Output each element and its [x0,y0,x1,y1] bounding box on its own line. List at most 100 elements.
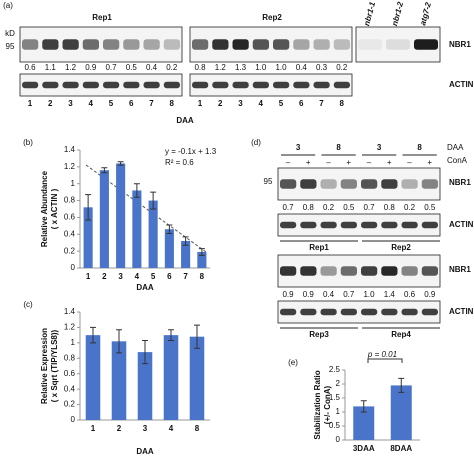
band [421,179,438,189]
band [192,81,209,89]
ratio-label: 0.7 [343,290,355,299]
error-bar [117,161,124,166]
band [361,308,378,316]
y-tick-label: 1.2 [64,162,76,171]
y-tick-label: 1.2 [64,323,76,332]
band [163,39,180,50]
band [280,179,297,189]
band [252,81,269,89]
lane-label: 2 [218,99,223,108]
error-bar [198,248,205,256]
bar [116,163,126,268]
x-axis-label: DAA [136,447,154,456]
band [340,266,357,276]
error-bar [85,194,92,221]
y-tick-label: 1 [71,338,76,347]
lane-label: 5 [109,99,114,108]
panel-label: (a) [3,1,13,10]
kd-label: kD [5,29,15,38]
panel-label: (d) [251,138,261,147]
band [340,221,357,229]
x-tick-label: 3 [118,272,123,281]
band [212,81,229,89]
cona-sign: – [286,158,291,167]
cona-label: ConA [447,156,468,165]
ratio-label: 0.5 [126,63,138,72]
band [143,39,160,50]
panel-label: (b) [23,138,33,147]
error-bar [168,329,174,342]
bar [390,385,412,440]
lane-label: 4 [89,99,94,108]
lane-label: 7 [319,99,324,108]
ratio-label: 0.4 [323,290,335,299]
rep-label: Rep3 [309,330,329,339]
error-bar [101,167,108,174]
band [82,81,99,89]
y-axis-label: Relative Expression [40,328,49,404]
ratio-label: 0.9 [282,290,294,299]
y-tick-label: 0.6 [64,213,76,222]
y-tick-label: 0.8 [64,353,76,362]
ratio-label: 0.5 [343,203,355,212]
loading-label: ACTIN [449,307,474,316]
protein-label: NBR1 [449,178,471,187]
actin-blot [19,73,183,97]
band [421,221,438,229]
lane-label: 3 [68,99,73,108]
y-tick-label: 1.4 [64,145,76,154]
band [252,39,269,50]
y-axis-label: Relative Abundance [40,170,49,247]
band [82,39,99,50]
ratio-label: 0.7 [105,63,117,72]
y-tick-label: 0.5 [329,421,341,430]
ratio-label: 1.1 [45,63,57,72]
band [300,221,317,229]
ratio-label: 0.7 [363,203,375,212]
band [273,81,290,89]
equation: R² = 0.6 [165,158,194,167]
error-bar [133,183,140,198]
y-tick-label: 2.5 [329,365,341,374]
ratio-label: 1.2 [215,63,227,72]
marker-label: 95 [6,42,15,51]
error-bar [182,236,189,246]
band [62,81,79,89]
rep-label: Rep1 [92,13,112,22]
y-tick-label: 0.2 [64,246,76,255]
y-tick-label: 0.4 [64,384,76,393]
daa-value: 3 [296,143,301,152]
band [123,39,140,50]
error-bar [166,224,173,234]
band [42,39,59,50]
x-tick-label: 4 [135,272,140,281]
band [313,81,330,89]
cona-sign: + [387,158,392,167]
ratio-label: 0.3 [316,63,328,72]
ratio-label: 1.0 [255,63,267,72]
band [103,39,120,50]
x-tick-label: 5 [151,272,156,281]
rep-label: Rep2 [391,243,411,252]
band [414,39,438,50]
y-tick-label: 1 [336,407,341,416]
lane-label: 6 [129,99,134,108]
error-bar [150,191,157,210]
band [22,39,39,50]
band [300,266,317,276]
x-tick-label: 6 [167,272,172,281]
ratio-label: 0.8 [303,203,315,212]
x-tick-label: 3DAA [353,444,375,453]
band [320,221,337,229]
band [320,266,337,276]
band [300,308,317,316]
y-tick-label: 0.2 [64,400,76,409]
significance-bracket [367,358,403,363]
band [300,179,317,189]
band [381,221,398,229]
x-tick-label: 1 [86,272,91,281]
marker-label: 95 [264,177,273,186]
ratio-label: 0.2 [323,203,335,212]
lane-label: 3 [238,99,243,108]
bar [99,170,109,268]
